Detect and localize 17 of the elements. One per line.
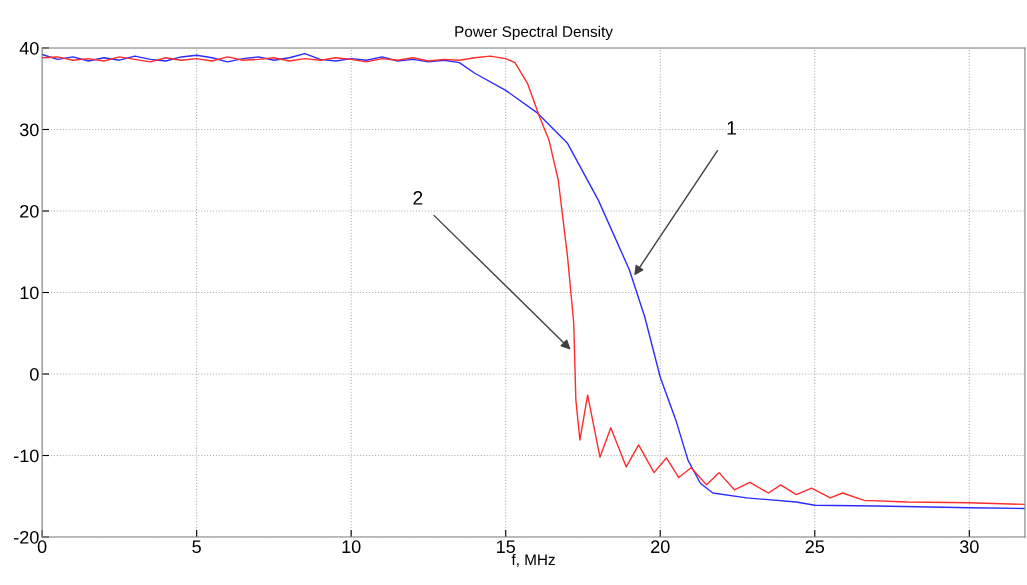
- chart-title: Power Spectral Density: [455, 25, 613, 41]
- y-tick-label: 10: [20, 286, 39, 300]
- y-tick-label: 0: [29, 367, 39, 381]
- x-tick-label: 5: [192, 540, 201, 554]
- y-tick-label: 30: [19, 123, 39, 137]
- annotation: 2: [413, 191, 423, 205]
- x-tick-label: 10: [342, 540, 361, 554]
- y-tick-label: 20: [20, 204, 39, 218]
- x-tick-label: 25: [805, 540, 825, 554]
- x-tick-label: 20: [651, 540, 670, 554]
- x-axis-title: f, MHz: [511, 553, 555, 567]
- y-tick-label: 40: [19, 41, 39, 55]
- y-tick-label: -10: [14, 449, 39, 463]
- x-tick-label: 30: [959, 540, 979, 554]
- x-tick-label: 15: [497, 540, 515, 554]
- y-tick-label: -20: [14, 530, 39, 544]
- annotation: 1: [727, 121, 736, 135]
